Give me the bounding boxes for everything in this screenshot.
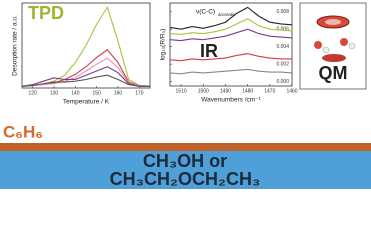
annotation-sub: aromatic [218, 12, 236, 17]
x-tick-label: 140 [71, 90, 80, 96]
series-line [169, 28, 293, 42]
series-line [21, 66, 150, 87]
series-line [169, 53, 292, 62]
substrate-label: CH₃CH₂OCH₂CH₃ [110, 169, 261, 189]
panel-title: TPD [28, 3, 64, 23]
x-tick-label: 170 [135, 90, 144, 96]
y-tick-label: 0.000 [276, 79, 289, 85]
plot-frame [21, 2, 151, 89]
series-line [21, 57, 151, 87]
series-line [169, 18, 293, 36]
adsorbate-label: C₆H₆ [3, 122, 43, 141]
panel-title: IR [200, 41, 218, 61]
series-line [21, 74, 150, 87]
x-tick-label: 1510 [176, 88, 187, 94]
x-tick-label: 1470 [264, 88, 275, 94]
x-tick-label: 1490 [220, 88, 231, 94]
annotation: ν(C-C) [196, 9, 215, 16]
substrate-label: CH₃OH or [143, 151, 227, 171]
x-tick-label: 1460 [286, 88, 297, 94]
series-line [169, 68, 293, 75]
molecules [314, 15, 356, 62]
plot-frame [169, 2, 293, 87]
x-tick-label: 1500 [198, 88, 209, 94]
qm-label: QM [319, 63, 348, 83]
adsorbate-layer [0, 143, 371, 151]
series-line [169, 6, 293, 30]
x-tick-label: 1480 [242, 88, 253, 94]
x-tick-label: 120 [28, 90, 37, 96]
y-axis-label: log₁₀(R/R₀) [160, 29, 167, 61]
x-tick-label: 160 [114, 90, 123, 96]
graphical-abstract: QM C₆H₆ CH₃OH or CH₃CH₂OCH₂CH₃ 120 130 140… [0, 2, 371, 189]
substrate [0, 151, 371, 189]
y-tick-label: 0.008 [276, 9, 289, 15]
y-tick-label: 0.002 [276, 61, 289, 67]
y-tick-label: 0.006 [276, 27, 289, 33]
y-tick-label: 0.004 [276, 44, 289, 50]
x-tick-label: 130 [50, 90, 59, 96]
x-axis-label: Wavenumbers /cm⁻¹ [201, 97, 261, 104]
x-tick-label: 150 [92, 90, 101, 96]
x-axis-label: Temperature / K [63, 99, 110, 106]
y-axis-label: Desorption rate / a.u. [12, 15, 19, 76]
